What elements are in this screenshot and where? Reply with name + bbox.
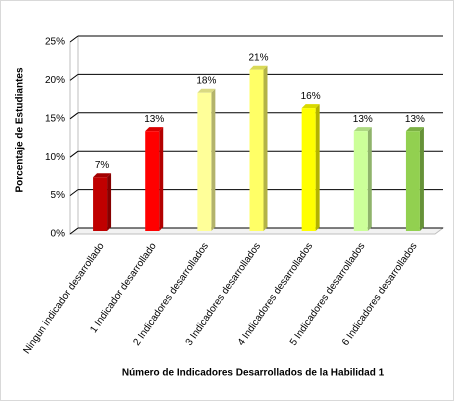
bar-side: [419, 127, 424, 231]
bar-top: [93, 173, 112, 178]
y-tick-label: 0%: [51, 229, 66, 240]
bar-side: [159, 127, 164, 231]
grid-line-side: [69, 227, 79, 235]
bar: [301, 108, 316, 231]
bar-side: [315, 104, 320, 231]
bar: [405, 131, 420, 231]
x-axis-title: Número de Indicadores Desarrollados de l…: [122, 368, 385, 379]
y-tick-label: 15%: [45, 113, 65, 124]
value-label: 13%: [405, 114, 425, 125]
bar: [249, 69, 264, 231]
bar-side: [263, 65, 268, 231]
bar: [353, 131, 368, 231]
bar-top: [353, 127, 372, 132]
bar-top: [249, 65, 268, 70]
value-label: 16%: [301, 91, 321, 102]
grid-line-side: [69, 189, 79, 197]
bar-top: [197, 88, 216, 93]
y-tick-label: 20%: [45, 75, 65, 86]
y-tick-label: 25%: [45, 37, 65, 48]
value-label: 13%: [144, 114, 164, 125]
bar: [93, 177, 108, 231]
bar: [145, 131, 160, 231]
value-label: 7%: [95, 160, 110, 171]
value-label: 13%: [353, 114, 373, 125]
bar-side: [211, 88, 216, 231]
bar-side: [367, 127, 372, 231]
grid-line-side: [69, 112, 79, 120]
bar: [197, 92, 212, 231]
grid-line-side: [69, 150, 79, 158]
bar-side: [107, 173, 112, 231]
bar-top: [405, 127, 424, 132]
value-label: 18%: [196, 75, 216, 86]
y-tick-label: 5%: [51, 190, 66, 201]
bar-top: [301, 104, 320, 109]
grid-line-side: [69, 35, 79, 43]
value-label: 21%: [248, 52, 268, 63]
y-axis-title: Porcentaje de Estudiantes: [15, 67, 26, 192]
y-tick-label: 10%: [45, 152, 65, 163]
bar-top: [145, 127, 164, 132]
grid-line-side: [69, 74, 79, 81]
